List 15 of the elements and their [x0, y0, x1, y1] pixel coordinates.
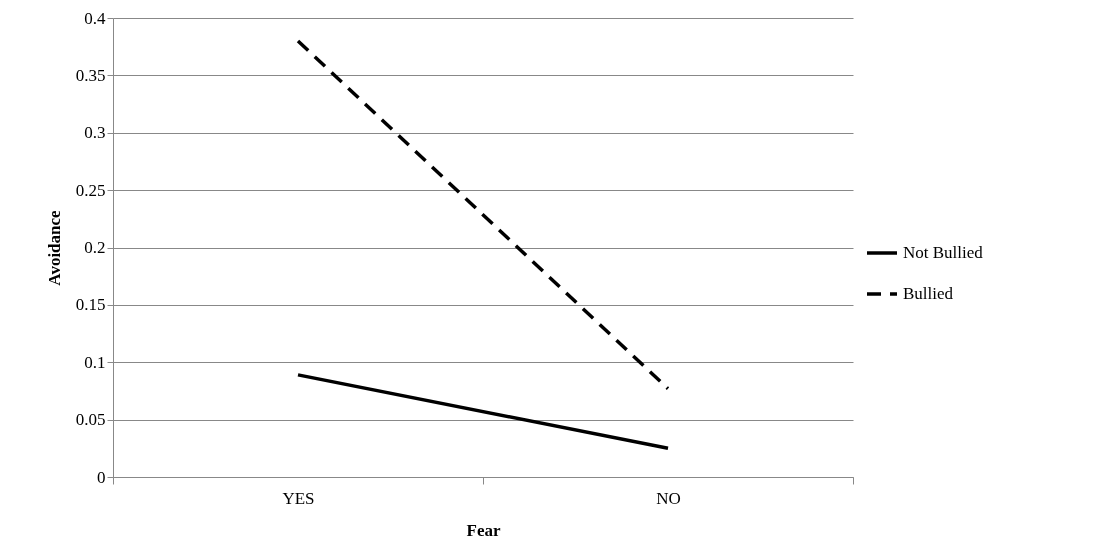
y-tick-label: 0.2	[84, 238, 106, 257]
x-axis-title: Fear	[466, 520, 501, 540]
y-tick-label: 0.35	[75, 65, 106, 85]
y-axis-title: Avoidance	[44, 209, 64, 286]
legend-label: Not Bullied	[903, 243, 984, 262]
x-tick-label: NO	[656, 488, 681, 508]
legend-label: Bullied	[903, 284, 954, 303]
y-tick-label: 0.4	[84, 8, 106, 28]
y-tick-label: 0.25	[75, 180, 106, 200]
y-tick-label: 0.3	[84, 123, 106, 143]
y-tick-label: 0.1	[84, 352, 106, 372]
x-tick-label: YES	[282, 488, 315, 508]
y-tick-label: 0.05	[75, 410, 106, 430]
y-tick-label: 0.15	[75, 295, 106, 315]
y-tick-label: 0	[97, 467, 106, 487]
